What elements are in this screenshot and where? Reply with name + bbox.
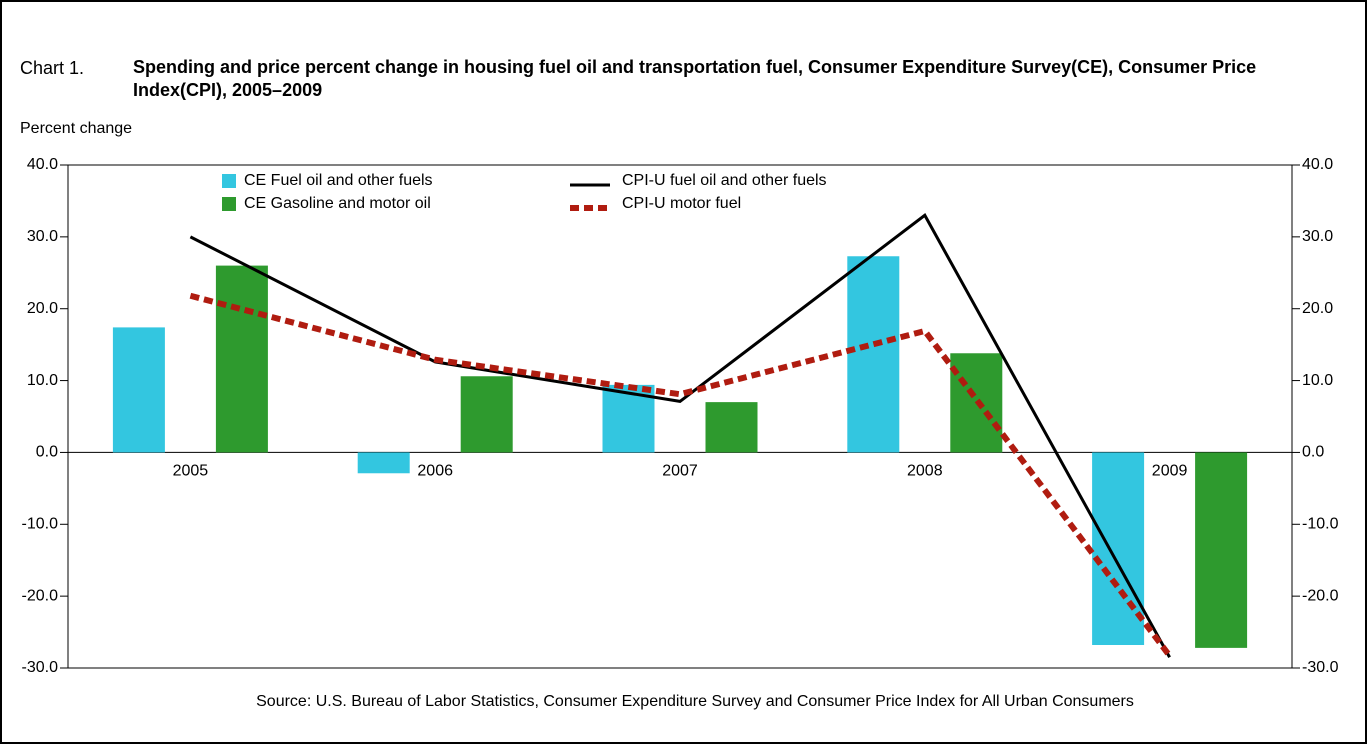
x-tick-label: 2008 [907,463,943,480]
y2-tick-label: 30.0 [1302,228,1333,245]
legend-swatch [222,174,236,188]
legend-label: CE Gasoline and motor oil [244,195,431,212]
x-tick-label: 2006 [417,463,453,480]
bar [1092,452,1145,646]
bar [847,256,900,453]
y-tick-label: 40.0 [27,156,58,173]
x-tick-label: 2005 [173,463,209,480]
y2-tick-label: 40.0 [1302,156,1333,173]
line [189,213,1171,658]
bar [357,452,410,474]
bar [1195,452,1248,648]
y2-tick-label: -10.0 [1302,516,1339,533]
bar [215,265,268,453]
y2-tick-label: 0.0 [1302,444,1324,461]
source: Source: U.S. Bureau of Labor Statistics,… [256,693,1134,710]
legend-label: CPI-U motor fuel [622,195,741,212]
y2-tick-label: -30.0 [1302,659,1339,676]
legend-swatch [222,197,236,211]
y-tick-label: 30.0 [27,228,58,245]
y2-tick-label: 20.0 [1302,300,1333,317]
plot-area [67,164,1293,669]
legend-label: CE Fuel oil and other fuels [244,172,433,189]
bar [112,327,165,453]
bar [460,376,513,453]
line [189,292,1172,658]
y-tick-label: -20.0 [22,587,59,604]
legend-label: CPI-U fuel oil and other fuels [622,172,827,189]
y2-tick-label: 10.0 [1302,372,1333,389]
y-axis-label: Percent change [20,120,132,137]
x-tick-label: 2009 [1152,463,1188,480]
title-box: Spending and price percent change in hou… [133,57,1257,100]
y-tick-label: 10.0 [27,372,58,389]
chart-label: Chart 1. [20,58,84,78]
x-tick-label: 2007 [662,463,698,480]
y-tick-label: 20.0 [27,300,58,317]
y-tick-label: -10.0 [22,516,59,533]
chart-title: Spending and price percent change in hou… [133,57,1257,100]
y-tick-label: -30.0 [22,659,59,676]
y2-tick-label: -20.0 [1302,587,1339,604]
bar [705,402,758,453]
y-tick-label: 0.0 [36,444,58,461]
